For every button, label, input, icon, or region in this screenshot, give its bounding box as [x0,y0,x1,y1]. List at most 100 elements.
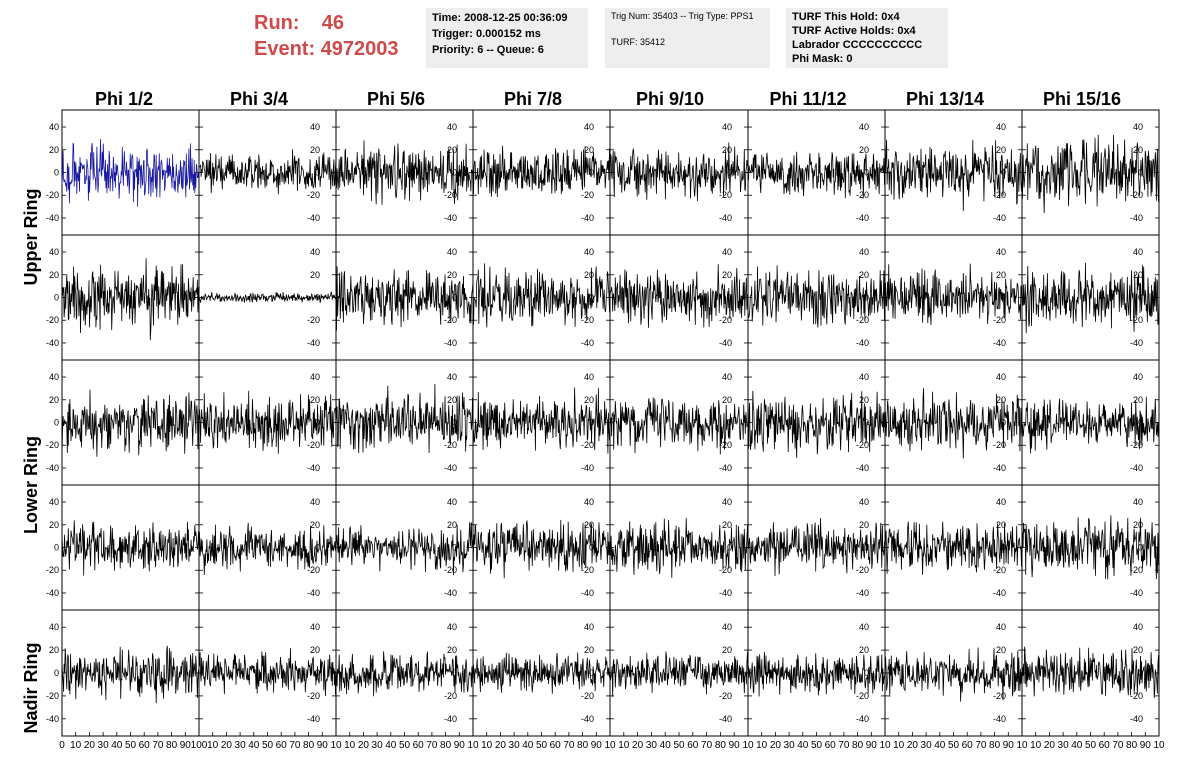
x-tick-label: 60 [550,740,562,751]
x-tick-label: 70 [563,740,575,751]
y-tick-label: 40 [722,497,732,507]
x-tick-label: 10 [207,740,219,751]
waveform-trace [335,266,474,331]
x-tick-label: 10 [1030,740,1042,751]
x-tick-label: 70 [152,740,164,751]
waveform-trace [61,389,200,457]
waveform-trace [1021,134,1160,214]
y-tick-label: -40 [307,463,320,473]
y-tick-label: 40 [447,622,457,632]
y-tick-label: 0 [54,668,59,678]
x-tick-label: 60 [687,740,699,751]
run-row: Run: 46 [254,10,399,36]
x-tick-label: 10 [70,740,82,751]
y-tick-label: 20 [859,270,869,280]
x-tick-label: 90 [1003,740,1015,751]
y-tick-label: 20 [447,395,457,405]
waveform-trace [609,517,749,578]
y-tick-label: -40 [856,588,869,598]
y-tick-label: -20 [993,440,1006,450]
y-tick-label: 40 [584,122,594,132]
y-tick-label: -40 [719,463,732,473]
y-tick-label: 40 [584,372,594,382]
y-tick-label: 20 [49,520,59,530]
x-tick-label: 10 [618,740,630,751]
y-tick-label: 20 [49,145,59,155]
x-tick-label: 20 [84,740,96,751]
y-tick-label: 40 [996,122,1006,132]
y-tick-label: 40 [447,372,457,382]
y-tick-label: -20 [993,691,1006,701]
waveform-trace [335,383,474,454]
waveform-trace [198,149,337,195]
turf-info-box: TURF This Hold: 0x4 TURF Active Holds: 0… [786,8,948,68]
waveform-trace [198,522,337,576]
y-tick-label: 20 [447,270,457,280]
y-tick-label: 40 [447,122,457,132]
y-tick-label: 40 [447,247,457,257]
y-tick-label: -20 [993,565,1006,575]
y-tick-label: -40 [581,463,594,473]
y-tick-label: 40 [310,622,320,632]
x-tick-label: 30 [784,740,796,751]
turf-text: TURF: 35412 [611,37,666,47]
y-tick-label: 40 [722,247,732,257]
x-tick-label: 50 [948,740,960,751]
waveform-trace [198,390,337,454]
y-tick-label: -20 [1130,565,1143,575]
y-tick-label: 20 [1133,645,1143,655]
x-tick-label: 10 [756,740,768,751]
y-tick-label: 20 [996,145,1006,155]
y-tick-label: -20 [46,315,59,325]
y-tick-label: -40 [46,338,59,348]
y-tick-label: 40 [1133,497,1143,507]
y-tick-label: 20 [584,145,594,155]
y-tick-label: 40 [310,122,320,132]
x-tick-label: 40 [1071,740,1083,751]
y-tick-label: -40 [856,714,869,724]
y-tick-label: 0 [54,543,59,553]
y-tick-label: -20 [444,190,457,200]
x-tick-label: 0 [59,740,65,751]
y-tick-label: -20 [581,315,594,325]
x-tick-label: 60 [825,740,837,751]
y-tick-label: 20 [1133,395,1143,405]
event-row: Event: 4972003 [254,36,399,62]
x-tick-label: 60 [962,740,974,751]
y-tick-label: -20 [993,315,1006,325]
y-tick-label: 40 [49,372,59,382]
y-tick-label: -20 [444,691,457,701]
turf-hold-text: TURF This Hold: 0x4 [792,11,900,23]
y-tick-label: 20 [584,395,594,405]
x-tick-label: 50 [262,740,274,751]
y-tick-label: -40 [993,588,1006,598]
y-tick-label: 40 [310,372,320,382]
x-tick-label: 80 [989,740,1001,751]
y-tick-label: 20 [996,395,1006,405]
x-tick-label: 80 [166,740,178,751]
y-tick-label: -20 [444,440,457,450]
x-tick-label: 20 [1044,740,1056,751]
x-tick-label: 80 [303,740,315,751]
x-tick-label: 20 [632,740,644,751]
y-tick-label: -20 [46,190,59,200]
y-tick-label: -20 [719,315,732,325]
y-tick-label: 20 [859,145,869,155]
y-tick-label: 0 [54,418,59,428]
x-tick-label: 10 [481,740,493,751]
waveform-trace [609,142,749,202]
y-tick-label: 20 [310,270,320,280]
x-tick-label: 40 [385,740,397,751]
x-tick-label: 90 [729,740,741,751]
x-tick-label: 50 [536,740,548,751]
waveform-trace [61,258,200,341]
x-tick-label: 10 [344,740,356,751]
y-tick-label: -40 [307,213,320,223]
y-tick-label: 20 [584,270,594,280]
y-tick-label: -20 [719,440,732,450]
x-tick-label: 90 [180,740,192,751]
y-tick-label: 40 [722,122,732,132]
y-tick-label: 0 [864,293,869,303]
x-tick-label: 20 [221,740,233,751]
